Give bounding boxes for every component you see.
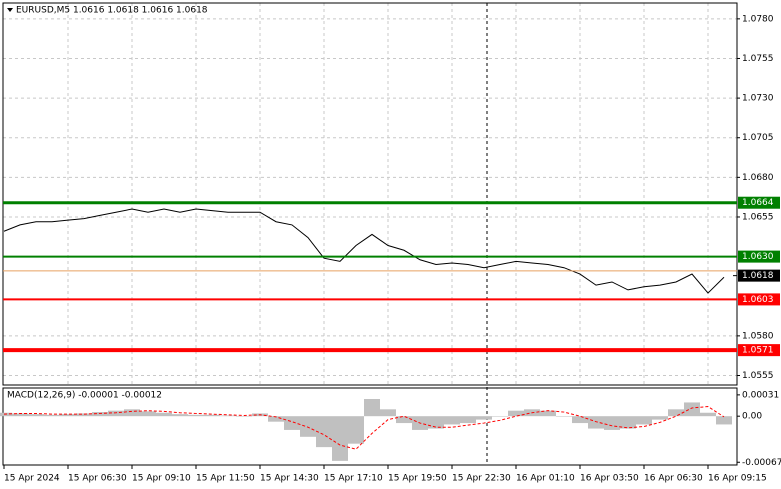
histogram-bar [652,416,668,420]
level-label: 1.0571 [742,346,774,356]
x-tick-label: 15 Apr 19:50 [388,474,447,484]
histogram-bar [572,416,588,424]
x-tick-label: 15 Apr 09:10 [132,474,191,484]
histogram-bar [364,399,380,417]
histogram-bar [300,416,316,437]
histogram-bar [188,414,204,417]
histogram-bar [588,416,604,429]
x-tick-label: 16 Apr 01:10 [516,474,575,484]
x-tick-label: 15 Apr 2024 [4,474,60,484]
y-tick-label: 1.0680 [742,173,774,183]
x-tick-label: 15 Apr 06:30 [68,474,127,484]
macd-panel [2,387,738,466]
histogram-bar [604,416,620,430]
histogram-bar [60,414,76,417]
histogram-bar [28,414,44,417]
y-tick-label: 1.0730 [742,94,774,104]
menu-arrow [7,8,13,12]
y-tick-label: -0.00067 [742,458,781,468]
x-tick-label: 16 Apr 06:30 [644,474,703,484]
histogram-bar [636,416,652,425]
y-tick-label: 1.0655 [742,212,774,222]
histogram-bar [444,416,460,425]
current-price-label: 1.0618 [742,271,774,281]
histogram-bar [220,415,236,417]
current-price-box [738,269,780,282]
macd-title: MACD(12,26,9) -0.00001 -0.00012 [7,391,162,401]
histogram-bar [428,416,444,429]
y-tick-label: 1.0755 [742,54,774,64]
histogram-bar [620,416,636,429]
histogram-bar [684,402,700,417]
chart-title: EURUSD,M5 1.0616 1.0618 1.0616 1.0618 [16,6,208,16]
histogram-bar [460,416,476,424]
level-label-box [738,250,780,263]
histogram-bar [700,412,716,417]
price-panel [2,2,738,386]
histogram-bar [668,409,684,417]
histogram-bar [236,416,252,417]
x-tick-label: 16 Apr 09:15 [708,474,767,484]
level-label: 1.0630 [742,252,774,262]
y-tick-label: 1.0555 [742,371,774,381]
histogram-bar [284,416,300,430]
y-tick-label: 1.0580 [742,331,774,341]
histogram-bar [316,416,332,448]
level-label-box [738,196,780,209]
y-tick-label: 0.00031 [742,390,779,400]
y-tick-label: 1.0705 [742,133,774,143]
level-label: 1.0603 [742,295,774,305]
level-label-box [738,344,780,357]
x-tick-label: 15 Apr 14:30 [260,474,319,484]
histogram-bar [380,409,396,417]
histogram-bar [156,412,172,417]
x-tick-label: 15 Apr 22:30 [452,474,511,484]
series-line [3,208,725,294]
histogram-bar [540,410,556,417]
x-tick-label: 15 Apr 17:10 [324,474,383,484]
x-tick-label: 15 Apr 11:50 [196,474,255,484]
y-tick-label: 0.00 [742,412,762,422]
histogram-bar [348,416,364,444]
histogram-bar [76,413,92,417]
level-label: 1.0664 [742,198,774,208]
histogram-bar [124,409,140,417]
histogram-bar [396,416,412,424]
histogram-bar [12,413,28,417]
histogram-bar [172,414,188,417]
level-label-box [738,293,780,306]
series-line [3,406,725,450]
y-tick-label: 1.0780 [742,14,774,24]
histogram-bar [44,414,60,417]
histogram-bar [332,416,348,461]
histogram-bar [140,411,156,417]
x-tick-label: 16 Apr 03:50 [580,474,639,484]
histogram-bar [92,412,108,417]
histogram-bar [716,416,732,425]
histogram-bar [556,416,572,417]
histogram-bar [492,416,508,417]
histogram-bar [108,410,124,417]
histogram-bar [476,416,492,420]
histogram-bar [268,416,284,422]
histogram-bar [204,414,220,417]
histogram-bar [508,410,524,417]
